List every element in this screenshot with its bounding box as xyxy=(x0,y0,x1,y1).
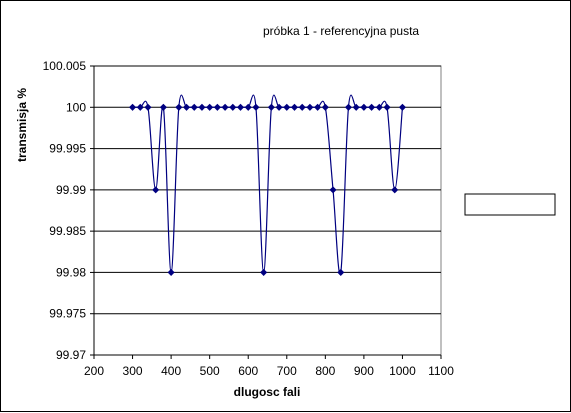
data-point-marker xyxy=(321,103,329,111)
data-point-marker xyxy=(314,103,322,111)
axes xyxy=(90,65,442,359)
data-point-marker xyxy=(260,268,268,276)
data-point-marker xyxy=(136,103,144,111)
series-group xyxy=(129,94,406,276)
data-point-marker xyxy=(329,186,337,194)
data-point-marker xyxy=(244,103,252,111)
gridlines xyxy=(94,65,441,356)
data-point-marker xyxy=(391,186,399,194)
data-point-marker xyxy=(206,103,214,111)
data-point-marker xyxy=(144,103,152,111)
y-tick-label: 99.98 xyxy=(56,265,86,279)
legend-box xyxy=(464,193,556,216)
x-tick-label: 600 xyxy=(238,364,258,378)
x-tick-label: 500 xyxy=(200,364,220,378)
data-point-marker xyxy=(152,186,160,194)
y-tick-label: 99.975 xyxy=(49,307,86,321)
y-tick-label: 99.995 xyxy=(49,142,86,156)
y-tick-label: 100.005 xyxy=(43,59,87,73)
y-tick-labels: 100.005 100 99.995 99.99 99.985 99.98 99.975 99… xyxy=(43,59,87,362)
data-point-marker xyxy=(190,103,198,111)
data-point-marker xyxy=(337,268,345,276)
x-tick-label: 400 xyxy=(161,364,181,378)
y-tick-label: 99.99 xyxy=(56,183,86,197)
y-tick-label: 99.985 xyxy=(49,224,86,238)
data-point-marker xyxy=(159,103,167,111)
data-point-marker xyxy=(221,103,229,111)
data-point-marker xyxy=(182,103,191,111)
data-point-marker xyxy=(167,268,175,276)
y-tick-label: 99.97 xyxy=(56,348,86,362)
data-point-marker xyxy=(306,103,314,111)
x-tick-label: 1000 xyxy=(389,364,416,378)
y-tick-label: 100 xyxy=(66,100,86,114)
chart-title: próbka 1 - referencyjna pusta xyxy=(263,24,419,38)
data-point-marker xyxy=(175,103,183,111)
data-point-marker xyxy=(283,103,291,111)
x-tick-label: 900 xyxy=(354,364,374,378)
data-point-marker xyxy=(198,103,206,111)
data-point-marker xyxy=(360,103,368,111)
data-point-marker xyxy=(236,103,245,111)
data-point-marker xyxy=(298,103,306,111)
x-tick-labels: 200 300 400 500 600 700 800 900 1000 1100 xyxy=(84,364,454,378)
y-axis-title: transmisja % xyxy=(15,88,29,162)
data-point-marker xyxy=(129,103,137,111)
x-tick-label: 300 xyxy=(123,364,143,378)
x-axis-title: dlugosc fali xyxy=(234,385,301,399)
x-tick-label: 200 xyxy=(84,364,104,378)
data-point-marker xyxy=(275,103,283,111)
data-point-marker xyxy=(344,103,353,111)
data-point-marker xyxy=(290,103,299,111)
data-point-marker xyxy=(267,103,275,111)
x-tick-label: 1100 xyxy=(428,364,454,378)
x-tick-label: 700 xyxy=(277,364,297,378)
data-point-marker xyxy=(352,103,360,111)
data-point-marker xyxy=(375,103,383,111)
data-point-marker xyxy=(383,103,391,111)
data-point-marker xyxy=(398,103,406,111)
x-tick-label: 800 xyxy=(315,364,335,378)
data-point-marker xyxy=(213,103,221,111)
data-point-marker xyxy=(368,103,376,111)
data-point-marker xyxy=(229,103,237,111)
